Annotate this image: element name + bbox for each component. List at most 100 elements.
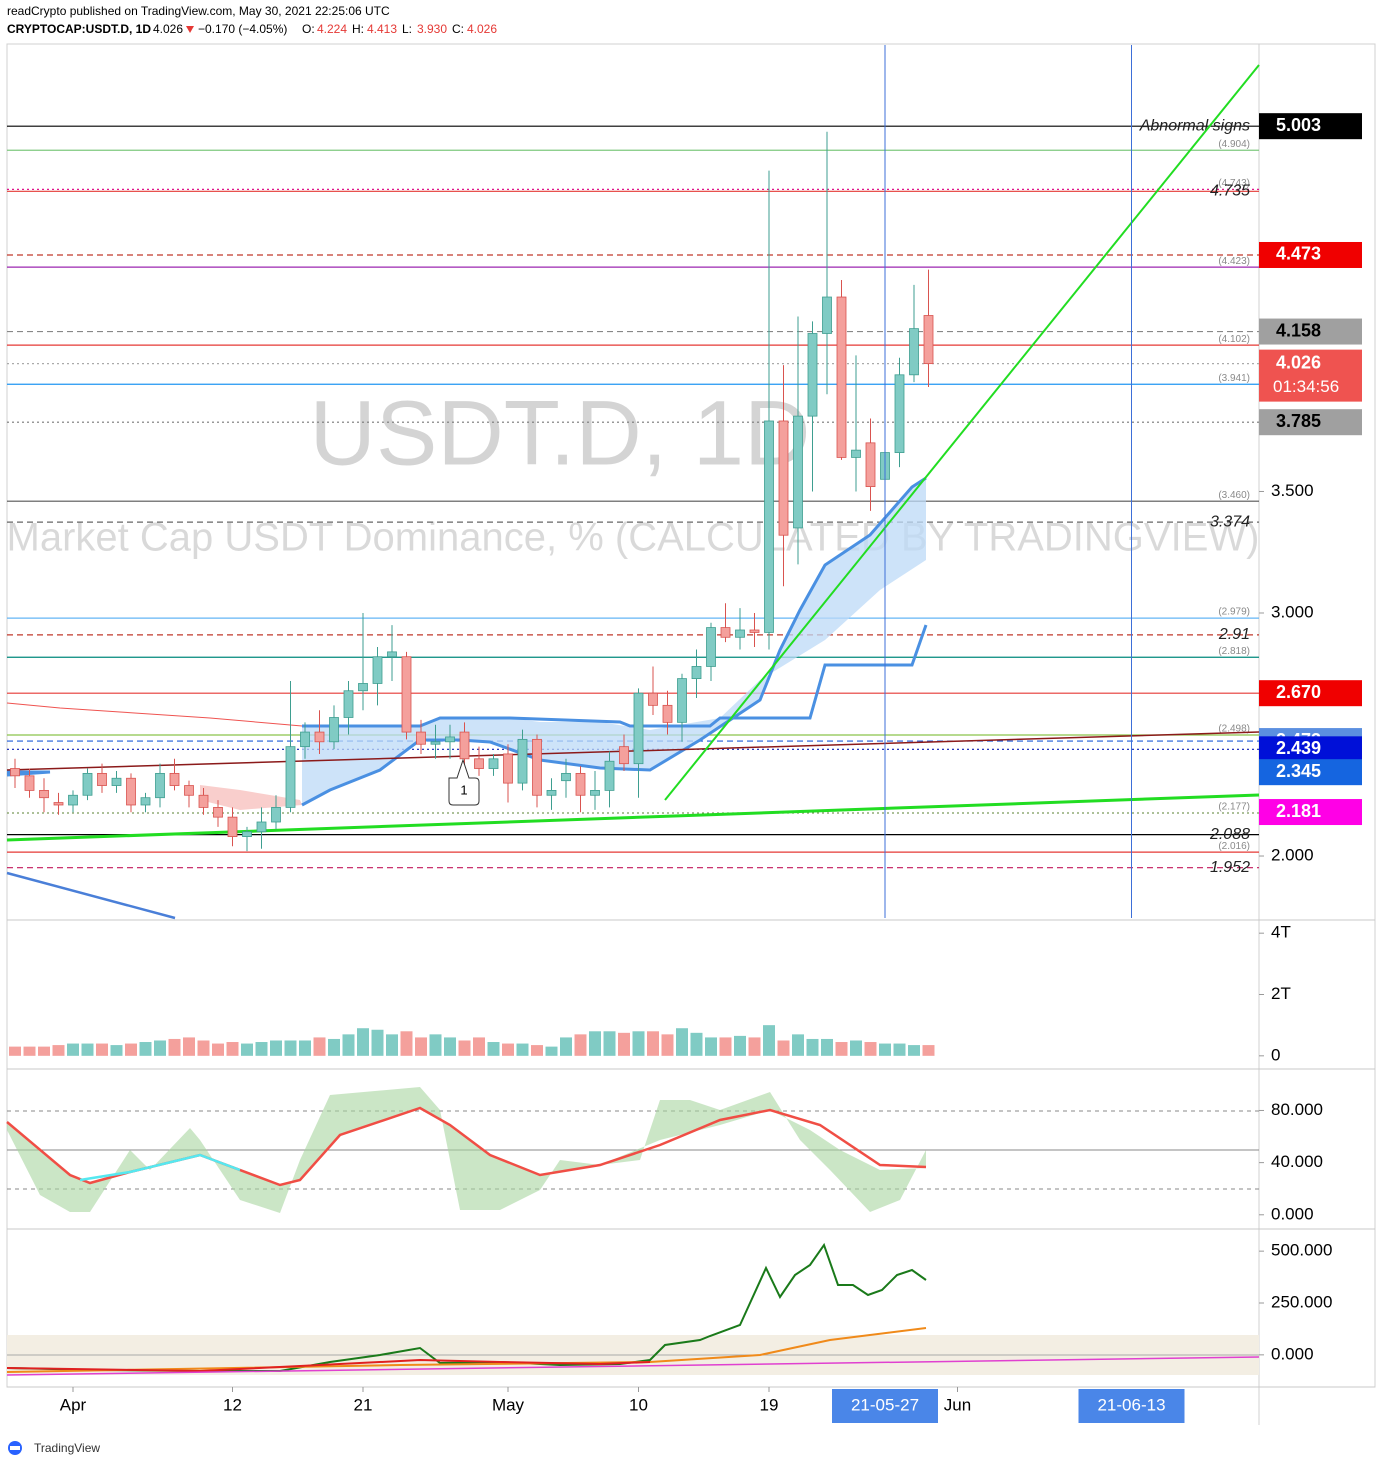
volume-bar (226, 1042, 239, 1056)
candle-body (691, 666, 702, 680)
candle-body (140, 797, 151, 806)
candle-body (561, 772, 571, 782)
level-label: (2.979) (1218, 607, 1250, 618)
y-tick-label: 3.500 (1271, 481, 1314, 500)
tenkan-left (6, 770, 51, 777)
price-tag (1259, 799, 1362, 826)
candle-body (851, 449, 861, 458)
axes: 21-05-27 21-06-13 2.000 3.000 3.500 5.003 4.47… (60, 45, 1362, 1423)
crosshair-label: 21-05-27 (851, 1395, 919, 1414)
candle-body (300, 731, 310, 748)
volume-bar (23, 1046, 36, 1056)
ohlc-label: H: (352, 22, 364, 36)
candle-body (126, 777, 136, 806)
ohlc-value: 4.413 (367, 22, 397, 36)
price-tag-label: 5.003 (1276, 115, 1321, 135)
trend-line (664, 64, 1260, 801)
volume-bar (835, 1042, 848, 1056)
callout-label: 1 (460, 782, 467, 797)
y-tick-label: 40.000 (1271, 1152, 1323, 1171)
volume-bar (589, 1031, 601, 1056)
volume-bar (255, 1042, 268, 1056)
volume-bar (806, 1038, 819, 1056)
callout (448, 758, 480, 806)
y-tick-label: 2.000 (1271, 846, 1314, 865)
volume-bar (52, 1045, 65, 1056)
volume-bar (125, 1043, 137, 1056)
price-tag-label: 4.473 (1276, 244, 1321, 264)
price-tag-label: 4.026 (1276, 352, 1321, 372)
candle-body (532, 738, 542, 796)
volume-bar (922, 1045, 935, 1056)
candle-body (474, 758, 484, 769)
ohlc-value: 4.224 (317, 22, 347, 36)
candle-body (372, 656, 383, 684)
volume-bar (241, 1043, 253, 1056)
volume-bar (661, 1034, 674, 1056)
level-label: (4.102) (1218, 334, 1250, 345)
kijun (302, 624, 928, 728)
level-label: (2.016) (1218, 841, 1250, 852)
candle-body (662, 704, 673, 723)
level-label: (3.460) (1218, 490, 1250, 501)
volume-bar (676, 1028, 688, 1056)
volume-bar (299, 1040, 311, 1056)
volume-bar (197, 1040, 210, 1056)
volume-bar (719, 1037, 732, 1056)
candle-body (619, 746, 629, 765)
volume-bar (81, 1043, 94, 1056)
candle-body (198, 794, 209, 808)
symbol: CRYPTOCAP:USDT.D, 1D (7, 22, 151, 36)
candle-body (169, 772, 180, 786)
volume-bar (603, 1031, 616, 1056)
candle-body (416, 731, 426, 745)
trend-line (6, 793, 1260, 842)
candle-body (807, 333, 818, 417)
candle-body (10, 768, 20, 777)
price-tag-label: 2.439 (1276, 738, 1321, 758)
candle-body (401, 656, 412, 733)
level-label: 3.374 (1210, 513, 1250, 530)
stoch-line-up (79, 1153, 241, 1182)
volume-bar (734, 1035, 746, 1056)
candle-body (256, 821, 267, 833)
candle-body (82, 772, 93, 796)
x-tick-label: Apr (60, 1395, 87, 1414)
candle-body (836, 296, 847, 458)
candle-body (575, 772, 586, 796)
candle-body (227, 816, 238, 837)
brand-name: TradingView (34, 1441, 100, 1455)
down-arrow (186, 26, 194, 33)
ohlc-value: 4.026 (467, 22, 497, 36)
candle-body (822, 296, 832, 334)
candle-body (285, 746, 296, 808)
trend-line (6, 731, 1260, 771)
volume-bar (371, 1029, 384, 1056)
indicator-line (6, 1358, 651, 1373)
candle-body (53, 802, 64, 806)
volume-bar (284, 1040, 297, 1056)
volume-bar (748, 1037, 761, 1056)
level-label: (2.818) (1218, 646, 1250, 657)
volume-bar (458, 1040, 471, 1056)
watermark-title: USDT.D, 1D (310, 382, 811, 484)
candle-body (894, 374, 905, 453)
y-tick-label: 2T (1271, 984, 1291, 1003)
y-tick-label: 3.000 (1271, 602, 1314, 621)
countdown: 01:34:56 (1273, 377, 1339, 396)
change: −0.170 (−4.05%) (198, 22, 287, 36)
volume-bar (632, 1031, 645, 1056)
price-tag (1259, 241, 1362, 268)
price-tag-label: 2.345 (1276, 761, 1321, 781)
candle-body (546, 790, 557, 796)
candle-body (343, 690, 354, 718)
candle-body (778, 420, 789, 536)
candle-body (111, 777, 122, 786)
volume-bar (574, 1034, 587, 1056)
candle-body (24, 775, 35, 791)
price-tag (1259, 736, 1362, 763)
crosshair-label: 21-06-13 (1097, 1395, 1165, 1414)
volume-bar (531, 1045, 543, 1056)
crosshair-tag (832, 1389, 938, 1423)
